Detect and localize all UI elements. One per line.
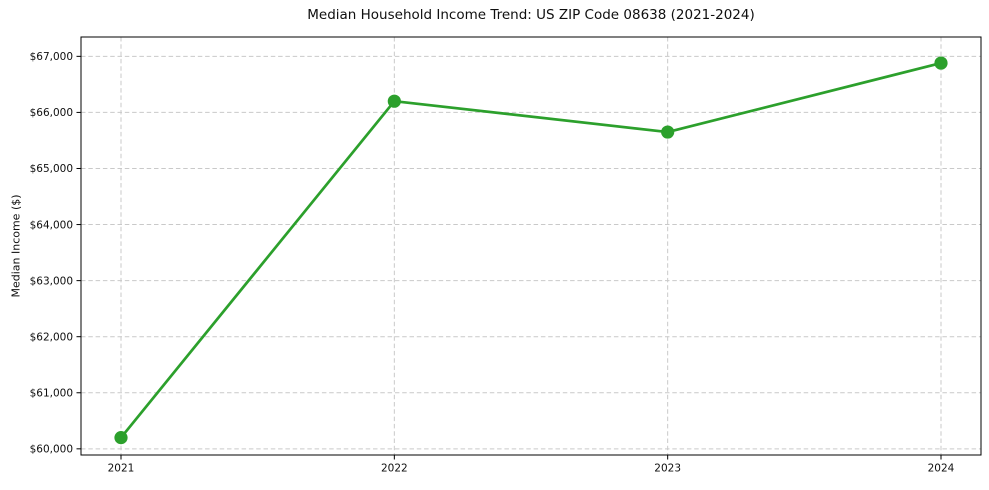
y-tick-label: $64,000	[30, 219, 73, 231]
data-point-2023	[661, 125, 675, 139]
y-tick-label: $60,000	[30, 444, 73, 456]
data-point-2024	[934, 56, 948, 70]
y-tick-label: $65,000	[30, 163, 73, 175]
plot-border	[80, 36, 982, 456]
y-tick-label: $66,000	[30, 107, 73, 119]
x-tick-label: 2021	[108, 463, 135, 475]
data-point-2022	[387, 94, 401, 108]
x-tick-label: 2024	[928, 463, 955, 475]
y-tick-label: $62,000	[30, 331, 73, 343]
data-point-2021	[114, 431, 128, 445]
chart-title: Median Household Income Trend: US ZIP Co…	[307, 7, 755, 23]
y-tick-label: $67,000	[30, 51, 73, 63]
x-tick-label: 2023	[654, 463, 681, 475]
income-trend-line	[119, 61, 943, 439]
x-tick-label: 2022	[381, 463, 408, 475]
y-tick-label: $61,000	[30, 387, 73, 399]
y-tick-label: $63,000	[30, 275, 73, 287]
